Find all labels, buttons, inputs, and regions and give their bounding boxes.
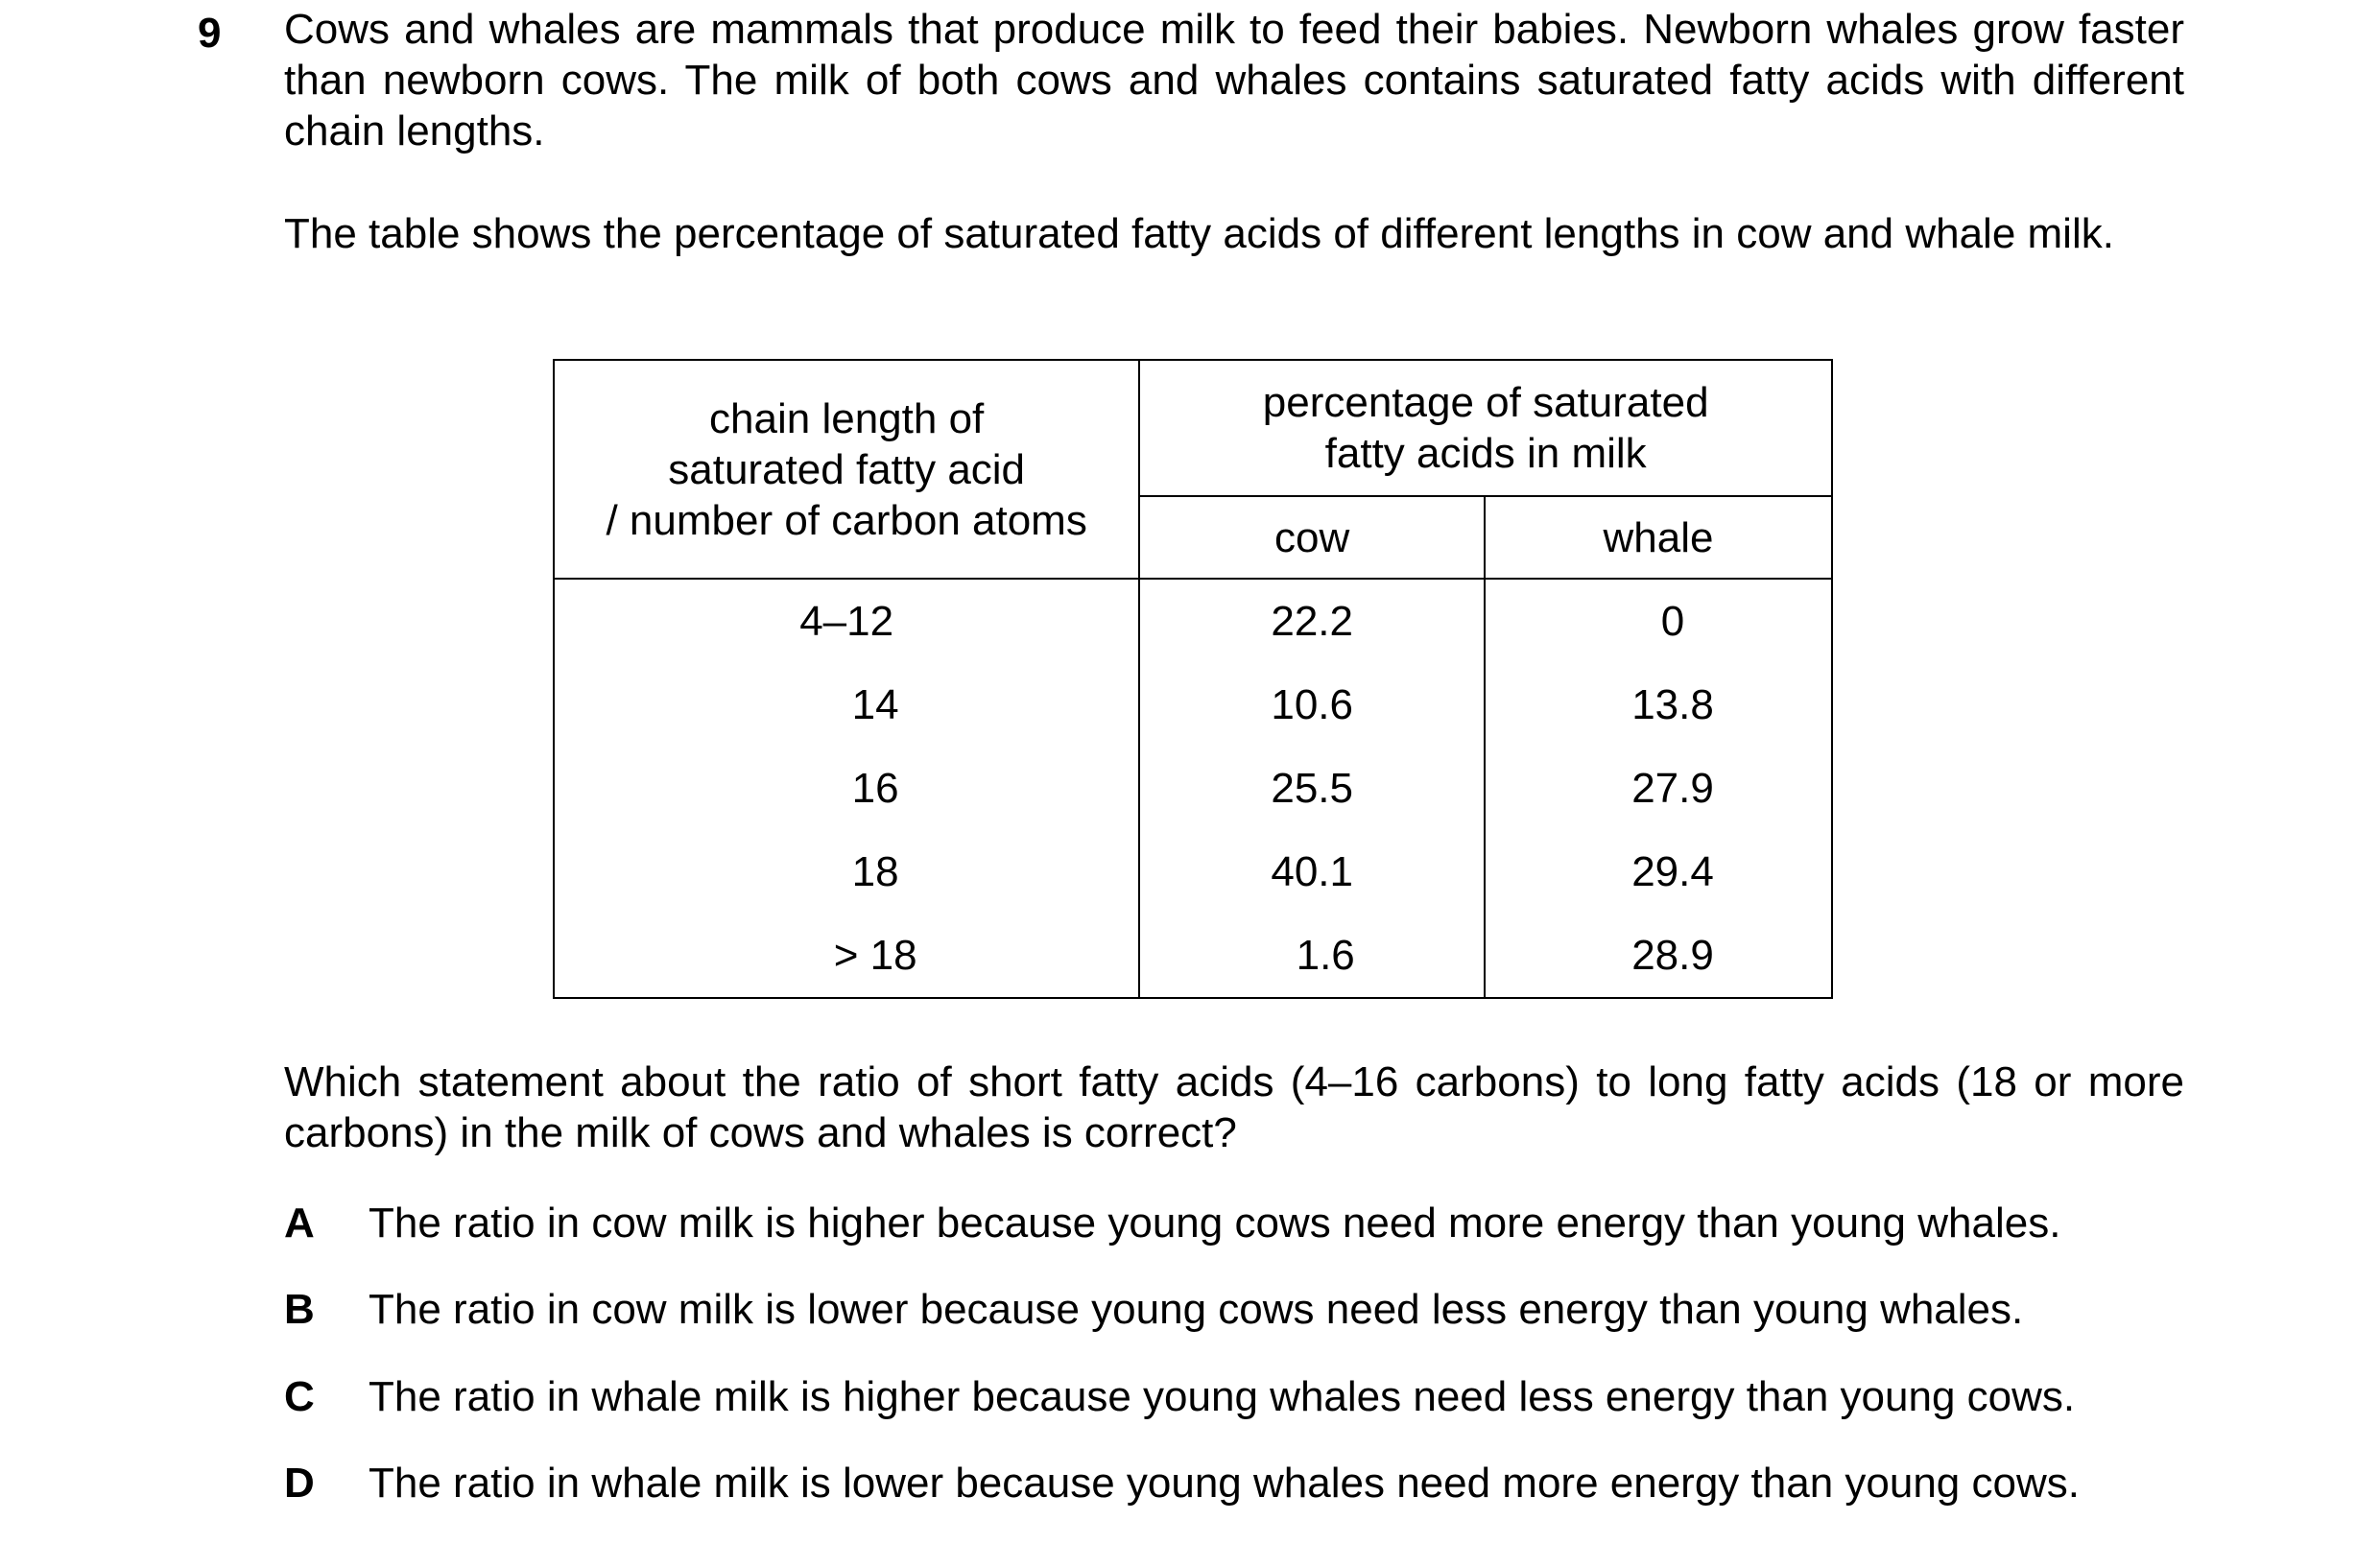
option-b-text: The ratio in cow milk is lower because y… <box>369 1286 2024 1333</box>
cell-cow: 40.1 <box>1138 830 1487 914</box>
cell-cow: 22.2 <box>1138 579 1487 663</box>
header-chain-length: chain length of saturated fatty acid / n… <box>552 360 1141 580</box>
option-d-text: The ratio in whale milk is lower because… <box>369 1460 2080 1507</box>
header-whale: whale <box>1484 496 1833 580</box>
cell-length: 16 <box>552 747 1141 830</box>
cell-whale: 29.4 <box>1484 830 1833 914</box>
header-chain-length-line2: saturated fatty acid <box>668 445 1026 493</box>
option-c-text: The ratio in whale milk is higher becaus… <box>369 1373 2076 1420</box>
cell-cow: 10.6 <box>1138 663 1487 747</box>
table-intro: The table shows the percentage of satura… <box>284 210 2114 257</box>
option-a-letter: A <box>284 1200 315 1247</box>
question-stem: Which statement about the ratio of short… <box>284 1058 2184 1156</box>
cell-length: > 18 <box>552 914 1141 998</box>
cell-whale: 13.8 <box>1484 663 1833 747</box>
cell-whale: 28.9 <box>1484 914 1833 998</box>
fatty-acid-table: chain length of saturated fatty acid / n… <box>552 359 1833 999</box>
header-chain-length-line3: / number of carbon atoms <box>606 496 1087 544</box>
question-intro: Cows and whales are mammals that produce… <box>284 6 2184 154</box>
header-chain-length-line1: chain length of <box>709 394 985 442</box>
table-row: 18 40.1 29.4 <box>552 830 1833 914</box>
option-b-letter: B <box>284 1286 315 1333</box>
header-percentage-line2: fatty acids in milk <box>1324 430 1647 477</box>
option-a-text: The ratio in cow milk is higher because … <box>369 1200 2061 1247</box>
header-percentage-line1: percentage of saturated <box>1262 379 1709 426</box>
table-row: 4–12 22.2 0 <box>552 579 1833 663</box>
cell-whale: 0 <box>1484 579 1833 663</box>
cell-length: 4–12 <box>552 579 1141 663</box>
option-c-letter: C <box>284 1373 315 1420</box>
cell-cow: 1.6 <box>1138 914 1487 998</box>
table-row: 14 10.6 13.8 <box>552 663 1833 747</box>
cell-length: 18 <box>552 830 1141 914</box>
cell-cow: 25.5 <box>1138 747 1487 830</box>
table-row: 16 25.5 27.9 <box>552 747 1833 830</box>
cell-length: 14 <box>552 663 1141 747</box>
header-cow: cow <box>1138 496 1487 580</box>
header-percentage-group: percentage of saturated fatty acids in m… <box>1138 360 1833 497</box>
question-number: 9 <box>198 10 222 57</box>
table-row: > 18 1.6 28.9 <box>552 914 1833 998</box>
option-d-letter: D <box>284 1460 315 1507</box>
cell-whale: 27.9 <box>1484 747 1833 830</box>
